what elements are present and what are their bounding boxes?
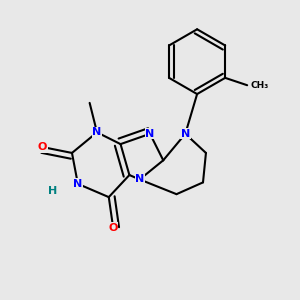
Text: N: N [146,129,154,139]
Text: N: N [92,127,102,137]
Text: CH₃: CH₃ [250,81,268,90]
Text: O: O [109,223,118,233]
Text: H: H [48,186,58,196]
Text: N: N [73,179,83,189]
Text: O: O [38,142,47,152]
Text: N: N [181,129,190,139]
Text: N: N [135,174,144,184]
